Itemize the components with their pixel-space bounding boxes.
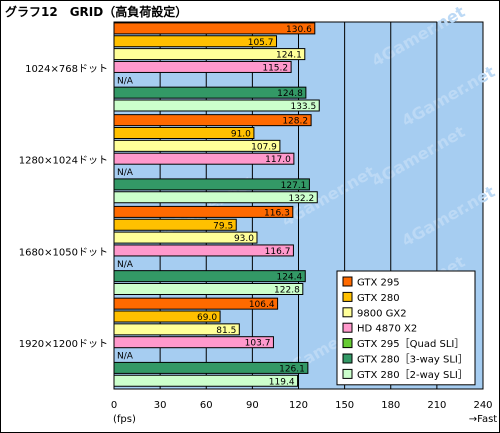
category-label: 1280×1024ドット [19,156,108,167]
data-label-na: N/A [117,352,134,362]
bar [113,139,281,152]
data-label: 107.9 [251,142,277,152]
data-label: 91.0 [231,130,251,140]
data-label: 79.5 [213,221,233,231]
bar [113,60,292,73]
legend-label: GTX 280 [357,293,400,304]
legend-label: GTX 280［3-way SLI］ [357,354,468,366]
bar [113,231,258,244]
data-label: 128.2 [282,117,308,127]
legend-label: GTX 280［2-way SLI］ [357,369,468,381]
bar [113,99,320,112]
data-label: 69.0 [197,313,217,323]
data-label: 124.4 [276,273,302,283]
bar [113,361,309,374]
bar [113,374,299,387]
legend-label: GTX 295 [357,278,400,289]
bar [113,191,318,204]
data-label: 115.2 [262,63,288,73]
bar [113,310,221,323]
data-label: 127.1 [281,181,307,191]
legend-swatch [342,291,353,302]
legend-label: GTX 295［Quad SLI］ [357,338,464,350]
legend-swatch [342,322,353,333]
data-label: 105.7 [248,38,274,48]
x-tick-label: 90 [246,400,259,411]
data-label: 130.6 [286,25,312,35]
data-label: 119.4 [269,377,295,387]
x-tick-label: 60 [200,400,213,411]
data-label-na: N/A [117,76,134,86]
category-label: 1920×1200ドット [19,339,108,350]
data-label-na: N/A [117,168,134,178]
data-label: 103.7 [245,339,271,349]
data-label: 81.5 [216,326,236,336]
bar [113,336,274,349]
x-direction-label: →Fast [469,414,498,425]
legend [336,270,476,386]
bar [113,283,304,295]
data-label: 116.7 [265,247,291,257]
x-unit-label: (fps) [113,414,136,425]
data-label: 122.8 [274,286,300,296]
data-label: 133.5 [290,102,316,112]
data-label-na: N/A [117,260,134,270]
legend-label: 9800 GX2 [357,308,407,319]
bar [113,152,295,165]
legend-label: HD 4870 X2 [357,324,417,335]
legend-swatch [342,338,353,349]
data-label: 124.1 [276,51,302,61]
x-tick-label: 0 [111,400,117,411]
data-label: 106.4 [249,300,275,310]
data-label: 124.8 [277,89,303,99]
bar [113,244,294,257]
bar [113,270,306,283]
bar [113,297,279,310]
x-tick-label: 30 [154,400,167,411]
bar [113,114,312,127]
bar [113,48,306,61]
x-tick-label: 120 [289,400,308,411]
legend-swatch [342,307,353,318]
legend-swatch [342,353,353,364]
bar [113,127,255,139]
data-label: 117.0 [265,155,291,165]
bar [113,178,310,191]
data-label: 132.2 [288,194,314,204]
bar [113,218,237,231]
bar [113,35,278,48]
x-tick-label: 210 [427,400,446,411]
legend-swatch [342,368,353,379]
x-tick-label: 180 [381,400,400,411]
data-label: 116.3 [264,208,290,218]
data-label: 126.1 [279,364,305,374]
bar [113,22,316,35]
bar [113,205,294,218]
category-label: 1680×1050ドット [19,247,108,258]
x-tick-label: 240 [473,400,492,411]
x-tick-label: 150 [335,400,354,411]
legend-swatch [342,276,353,287]
data-label: 93.0 [234,234,254,244]
bar [113,86,307,99]
category-label: 1024×768ドット [25,64,108,75]
bar [113,323,240,336]
chart-title: グラフ12 GRID（高負荷設定） [5,5,188,19]
